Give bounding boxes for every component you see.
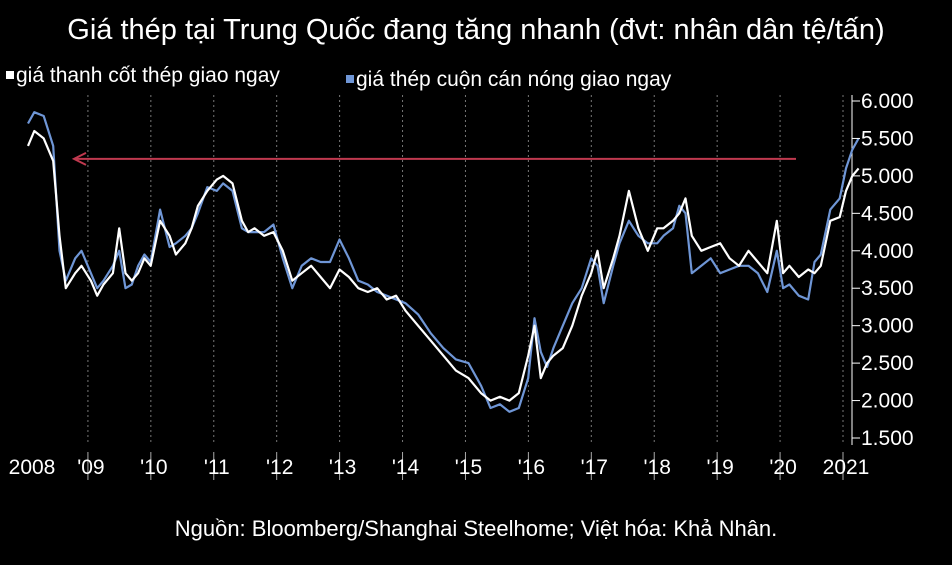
legend-item-hrc: giá thép cuộn cán nóng giao ngay <box>346 68 671 92</box>
x-axis-ticks: 2008 '09 '10 '11 '12 '13 '14 '15 '16 '17 '18 '19 '20… <box>9 452 870 480</box>
y-tick-label: 3.500 <box>861 277 914 300</box>
x-tick-label: 2008 <box>9 456 56 479</box>
series-line-rebar <box>26 129 860 402</box>
y-tick-label: 2.000 <box>861 390 914 413</box>
y-tick-label: 5.500 <box>861 127 914 150</box>
x-tick-label: '12 <box>266 456 293 479</box>
y-tick-label: 4.000 <box>861 240 914 263</box>
y-tick-label: 3.000 <box>861 315 914 338</box>
x-tick-label: '13 <box>329 456 356 479</box>
x-tick-label: '10 <box>140 456 167 479</box>
chart-title: Giá thép tại Trung Quốc đang tăng nhanh … <box>67 14 885 46</box>
x-tick-label: '16 <box>518 456 545 479</box>
annotation <box>71 152 796 166</box>
axes <box>0 95 880 451</box>
legend-swatch-hrc <box>346 75 354 83</box>
x-tick-label: '19 <box>706 456 733 479</box>
series-line-hrc <box>27 111 860 413</box>
y-tick-label: 4.500 <box>861 202 914 225</box>
y-tick-label: 5.000 <box>861 165 914 188</box>
series-lines <box>26 111 860 413</box>
y-axis-ticks: 1.500 2.000 2.500 3.000 3.500 4.000 4.500 5.000… <box>852 90 914 450</box>
x-tick-label: '20 <box>769 456 796 479</box>
arrow-head <box>71 152 87 166</box>
legend-label-rebar: giá thanh cốt thép giao ngay <box>16 64 280 87</box>
x-tick-label: '17 <box>581 456 608 479</box>
source-note: Nguồn: Bloomberg/Shanghai Steelhome; Việ… <box>174 516 778 541</box>
x-tick-label: '11 <box>204 456 230 479</box>
y-tick-label: 1.500 <box>861 427 914 450</box>
legend-swatch-rebar <box>6 71 14 79</box>
x-tick-label: 2021 <box>823 456 870 479</box>
x-tick-label: '14 <box>392 456 420 479</box>
x-tick-label: '18 <box>644 456 671 479</box>
y-tick-label: 2.500 <box>861 352 914 375</box>
legend-label-hrc: giá thép cuộn cán nóng giao ngay <box>356 68 672 91</box>
x-tick-label: '15 <box>455 456 482 479</box>
legend-item-rebar: giá thanh cốt thép giao ngay <box>6 64 280 88</box>
y-tick-label: 6.000 <box>861 90 914 113</box>
line-chart: 1.500 2.000 2.500 3.000 3.500 4.000 4.500 5.000… <box>0 90 914 480</box>
x-tick-label: '09 <box>77 456 104 479</box>
